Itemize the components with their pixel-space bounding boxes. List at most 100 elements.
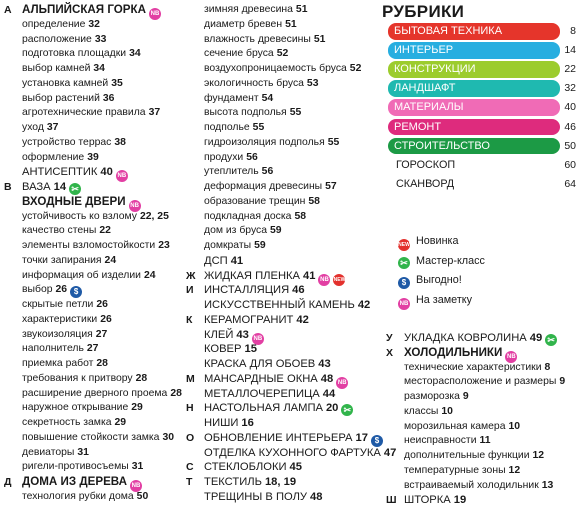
- page-number: 45: [289, 461, 302, 474]
- page-number: 10: [441, 405, 453, 417]
- legend-item: NB На заметку: [398, 292, 473, 310]
- entry-title: дополнительные функции: [404, 450, 530, 461]
- page-number: 53: [306, 77, 319, 89]
- entry-title: экологичность бруса: [204, 77, 304, 89]
- page-number: 24: [104, 254, 117, 266]
- rubric-item[interactable]: БЫТОВАЯ ТЕХНИКА 8: [388, 23, 576, 40]
- index-entry: технология рубки дома 50: [4, 489, 194, 505]
- rubric-item[interactable]: КОНСТРУКЦИИ 22: [388, 61, 576, 78]
- page-number: 44: [322, 387, 336, 400]
- index-entry: приемка работ 28: [4, 356, 194, 372]
- entry-title: АНТИСЕПТИК: [22, 166, 98, 179]
- page-number: 49: [529, 332, 543, 344]
- entry-title: ЖИДКАЯ ПЛЕНКА: [204, 269, 301, 282]
- index-entry: информация об изделии 24: [4, 268, 194, 284]
- entry-title: месторасположение и размеры: [404, 376, 557, 388]
- entry-title: качество стены: [22, 225, 97, 237]
- entry-title: КОВЕР: [204, 343, 242, 356]
- entry-title: НИШИ: [204, 417, 239, 429]
- index-entry: фундамент 54: [186, 91, 386, 107]
- index-entry: гидроизоляция подполья 55: [186, 135, 386, 151]
- index-entry: температурные зоны 12: [386, 463, 578, 479]
- new-badge-icon: NEW: [333, 273, 346, 286]
- page-number: 27: [95, 328, 108, 340]
- entry-title: оформление: [22, 151, 85, 163]
- rubric-item[interactable]: ЛАНДШАФТ 32: [388, 80, 576, 97]
- dollar-badge-icon: $: [398, 277, 410, 289]
- rubric-page: 32: [564, 82, 576, 95]
- index-entry: КЛЕЙ 43 NB: [186, 327, 386, 345]
- page-number: 42: [357, 299, 371, 311]
- rubric-item[interactable]: ГОРОСКОП 60: [388, 157, 576, 174]
- entry-title: ИСКУССТВЕННЫЙ КАМЕНЬ: [204, 299, 355, 311]
- page-number: 26: [55, 284, 68, 296]
- entry-title: МЕТАЛЛОЧЕРЕПИЦА: [204, 387, 320, 400]
- index-entry: уход 37: [4, 120, 194, 136]
- index-entry: выбор камней 34: [4, 61, 194, 77]
- entry-title: ТРЕЩИНЫ В ПОЛУ: [204, 490, 308, 503]
- index-letter: С: [186, 461, 194, 474]
- rubric-page: 50: [564, 139, 576, 152]
- note-badge-icon: NB: [251, 332, 264, 345]
- page-number: 13: [541, 479, 554, 491]
- page-number: 33: [94, 33, 107, 45]
- rubric-item[interactable]: ИНТЕРЬЕР 14: [388, 42, 576, 59]
- rubric-label: РЕМОНТ: [388, 118, 560, 135]
- entry-title: домкраты: [204, 240, 252, 251]
- entry-title: ХОЛОДИЛЬНИКИ: [404, 345, 503, 359]
- index-entry: О ОБНОВЛЕНИЕ ИНТЕРЬЕРА 17 $: [186, 430, 386, 447]
- page-number: 12: [508, 464, 521, 476]
- index-entry: требования к притвору 28: [4, 371, 194, 387]
- entry-title: подготовка площадки: [22, 48, 127, 60]
- rubric-page: 14: [564, 44, 576, 57]
- index-entry: А АЛЬПИЙСКАЯ ГОРКА NB: [4, 2, 194, 20]
- rubric-item[interactable]: РЕМОНТ 46: [388, 118, 576, 135]
- page-number: 28: [135, 372, 148, 384]
- index-entry: месторасположение и размеры 9: [386, 374, 578, 390]
- rubric-page: 64: [564, 177, 576, 190]
- legend-label: На заметку: [416, 293, 473, 306]
- entry-title: гидроизоляция подполья: [204, 136, 325, 148]
- index-entry: КОВЕР 15: [186, 341, 386, 357]
- index-letter: Ж: [186, 269, 196, 282]
- entry-title: наружное открывание: [22, 402, 129, 414]
- rubric-item[interactable]: СТРОИТЕЛЬСТВО 50: [388, 137, 576, 155]
- entry-title: установка камней: [22, 77, 109, 89]
- page-number: 51: [313, 33, 326, 45]
- page-number: 52: [349, 63, 362, 74]
- page-number: 48: [310, 490, 323, 503]
- index-entry: утеплитель 56: [186, 164, 386, 180]
- index-entry: устройство террас 38: [4, 135, 194, 151]
- entry-title: сечение бруса: [204, 48, 274, 60]
- index-entry: В ВАЗА 14 ✂: [4, 179, 194, 195]
- index-entry: ВХОДНЫЕ ДВЕРИ NB: [4, 194, 194, 212]
- page-number: 51: [295, 4, 308, 15]
- rubric-page: 22: [564, 63, 576, 76]
- rubric-label: СКАНВОРД: [396, 177, 455, 190]
- index-entry: подготовка площадки 34: [4, 46, 194, 62]
- page-number: 26: [96, 299, 108, 310]
- entry-title: КЕРАМОГРАНИТ: [204, 313, 294, 326]
- rubric-item[interactable]: СКАНВОРД 64: [388, 176, 576, 193]
- page-number: 20: [325, 402, 339, 415]
- entry-title: АЛЬПИЙСКАЯ ГОРКА: [22, 3, 146, 16]
- index-entry: ИСКУССТВЕННЫЙ КАМЕНЬ 42: [186, 297, 386, 313]
- entry-title: подкладная доска: [204, 210, 292, 222]
- rubrics-title: РУБРИКИ: [382, 2, 465, 21]
- index-entry: Н НАСТОЛЬНАЯ ЛАМПА 20 ✂: [186, 400, 386, 417]
- index-entry: продухи 56: [186, 150, 386, 166]
- entry-title: расширение дверного проема: [22, 387, 168, 399]
- entry-title: звукоизоляция: [22, 328, 93, 340]
- rubric-label: ИНТЕРЬЕР: [388, 42, 560, 59]
- entry-title: агротехнические правила: [22, 107, 146, 119]
- page-number: 31: [131, 461, 144, 473]
- entry-title: ДОМА ИЗ ДЕРЕВА: [22, 475, 127, 488]
- entry-title: НАСТОЛЬНАЯ ЛАМПА: [204, 402, 323, 415]
- page-number: 29: [131, 402, 143, 414]
- index-entry: С СТЕКЛОБЛОКИ 45: [186, 459, 386, 475]
- legend-item: NEW Новинка: [398, 233, 459, 251]
- rubric-item[interactable]: МАТЕРИАЛЫ 40: [388, 99, 576, 116]
- entry-title: выбор: [22, 284, 53, 296]
- entry-title: уход: [22, 122, 44, 133]
- entry-title: зимняя древесина: [204, 4, 293, 15]
